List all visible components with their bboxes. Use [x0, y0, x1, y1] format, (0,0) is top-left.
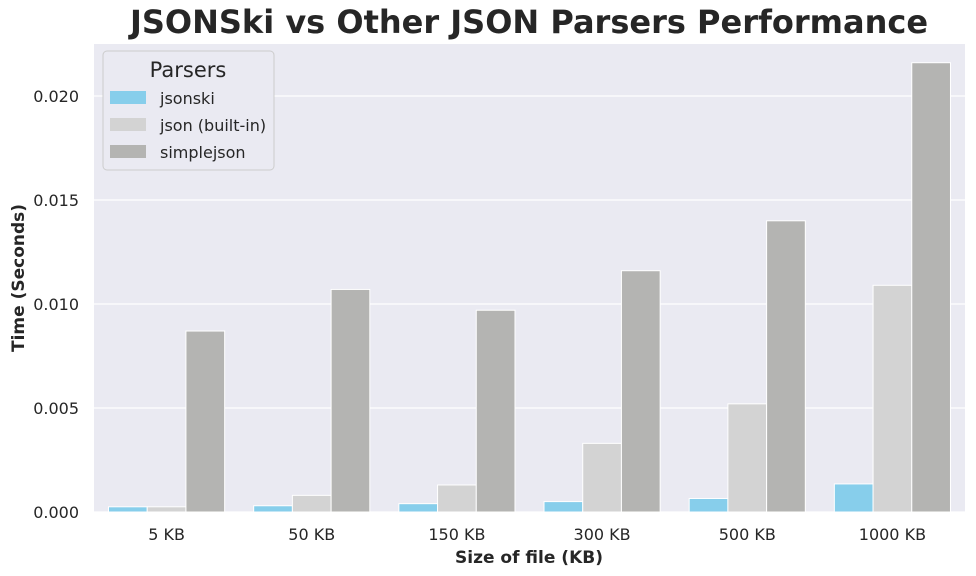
bar-simplejson — [185, 330, 226, 513]
legend-title: Parsers — [150, 58, 227, 82]
legend-label: simplejson — [160, 143, 246, 162]
legend-label: json (built-in) — [159, 116, 266, 135]
x-axis-label: Size of file (KB) — [455, 548, 603, 568]
bar-json-built-in- — [872, 284, 913, 513]
x-tick-label: 500 KB — [719, 525, 776, 544]
x-tick-label: 5 KB — [148, 525, 185, 544]
legend-swatch — [110, 145, 146, 158]
chart-title: JSONSki vs Other JSON Parsers Performanc… — [128, 3, 928, 41]
y-tick-label: 0.010 — [33, 295, 79, 314]
bar-jsonski — [543, 501, 584, 513]
bars — [108, 62, 951, 513]
y-tick-label: 0.005 — [33, 399, 79, 418]
y-axis-label: Time (Seconds) — [9, 204, 29, 352]
legend-swatch — [110, 118, 146, 131]
bar-simplejson — [620, 270, 661, 513]
bar-simplejson — [766, 220, 806, 513]
bar-simplejson — [911, 62, 951, 513]
bar-json-built-in- — [291, 494, 332, 513]
legend-frame — [102, 50, 275, 171]
legend-swatch — [110, 91, 146, 104]
legend: Parsers jsonski json (built-in) simplejson — [102, 50, 275, 171]
bar-jsonski — [398, 503, 439, 513]
bar-jsonski — [833, 483, 874, 513]
bar-json-built-in- — [146, 506, 187, 513]
x-tick-label: 300 KB — [574, 525, 631, 544]
y-tick-label: 0.020 — [33, 87, 79, 106]
bar-json-built-in- — [437, 484, 477, 513]
bar-simplejson — [330, 288, 371, 513]
bar-jsonski — [253, 505, 293, 513]
bar-jsonski — [108, 506, 148, 513]
y-tick-labels: 0.000 0.005 0.010 0.015 0.020 — [33, 87, 79, 522]
bar-json-built-in- — [727, 403, 768, 513]
x-tick-labels: 5 KB 50 KB 150 KB 300 KB 500 KB 1000 KB — [148, 525, 926, 544]
x-tick-label: 50 KB — [288, 525, 335, 544]
x-tick-label: 150 KB — [428, 525, 485, 544]
y-tick-label: 0.015 — [33, 191, 79, 210]
bar-jsonski — [688, 497, 729, 513]
bar-json-built-in- — [582, 442, 622, 513]
gridlines — [94, 95, 965, 513]
legend-label: jsonski — [159, 89, 215, 108]
bar-simplejson — [475, 309, 516, 513]
y-tick-label: 0.000 — [33, 503, 79, 522]
x-tick-label: 1000 KB — [859, 525, 926, 544]
